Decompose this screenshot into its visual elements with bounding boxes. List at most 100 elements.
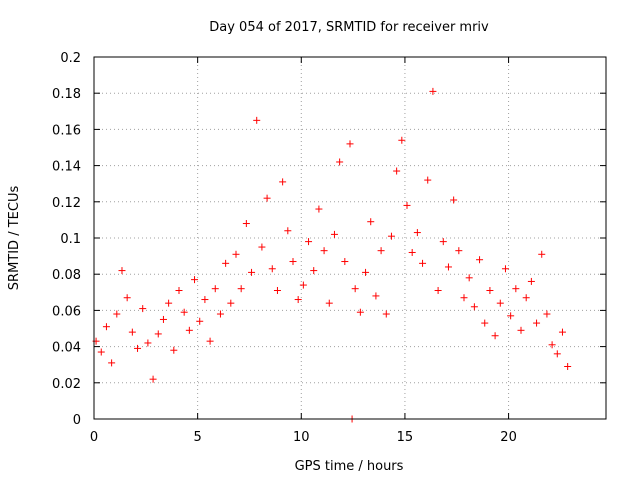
data-point	[154, 330, 162, 338]
data-point	[533, 319, 541, 327]
data-point	[232, 250, 240, 258]
y-tick-label: 0.02	[52, 377, 81, 392]
data-point	[393, 167, 401, 175]
data-point	[102, 323, 110, 331]
data-point	[134, 344, 142, 352]
data-point	[216, 310, 224, 318]
data-point	[356, 308, 364, 316]
data-point	[279, 178, 287, 186]
data-point	[299, 281, 307, 289]
data-point	[507, 312, 515, 320]
data-point	[211, 285, 219, 293]
data-point	[310, 267, 318, 275]
y-tick-label: 0.14	[52, 160, 81, 175]
data-point	[237, 285, 245, 293]
data-point	[206, 337, 214, 345]
data-point	[320, 247, 328, 255]
y-tick-label: 0.16	[52, 123, 81, 138]
y-tick-label: 0.08	[52, 268, 81, 283]
data-point	[543, 310, 551, 318]
data-point	[527, 277, 535, 285]
data-point	[398, 136, 406, 144]
data-point	[97, 348, 105, 356]
data-point	[408, 248, 416, 256]
data-point	[305, 238, 313, 246]
data-points	[92, 87, 572, 423]
data-point	[372, 292, 380, 300]
data-point	[522, 294, 530, 302]
data-point	[434, 286, 442, 294]
data-point	[315, 205, 323, 213]
y-axis-label: SRMTID / TECUs	[7, 186, 22, 291]
data-point	[413, 229, 421, 237]
data-point	[118, 267, 126, 275]
data-point	[284, 227, 292, 235]
data-point	[346, 140, 354, 148]
axis-ticks	[93, 56, 606, 420]
data-point	[128, 328, 136, 336]
data-point	[382, 310, 390, 318]
x-tick-label: 10	[293, 430, 310, 445]
data-point	[196, 317, 204, 325]
data-point	[289, 258, 297, 266]
data-point	[470, 303, 478, 311]
data-point	[496, 299, 504, 307]
data-point	[170, 346, 178, 354]
data-point	[403, 201, 411, 209]
data-point	[258, 243, 266, 251]
data-point	[564, 363, 572, 371]
data-point	[165, 299, 173, 307]
data-point	[191, 276, 199, 284]
x-tick-label: 0	[90, 430, 98, 445]
x-tick-label: 15	[397, 430, 414, 445]
y-tick-label: 0.2	[60, 51, 81, 66]
data-point	[180, 308, 188, 316]
data-point	[175, 286, 183, 294]
data-point	[491, 332, 499, 340]
data-point	[512, 285, 520, 293]
x-axis-label: GPS time / hours	[295, 459, 404, 474]
data-point	[227, 299, 235, 307]
data-point	[419, 259, 427, 267]
data-point	[144, 339, 152, 347]
data-point	[351, 285, 359, 293]
y-tick-label: 0	[73, 413, 81, 428]
data-point	[481, 319, 489, 327]
data-point	[185, 326, 193, 334]
data-point	[273, 286, 281, 294]
y-tick-label: 0.04	[52, 341, 81, 356]
data-point	[476, 256, 484, 264]
data-point	[367, 218, 375, 226]
data-point	[341, 258, 349, 266]
data-point	[558, 328, 566, 336]
data-point	[460, 294, 468, 302]
data-point	[108, 359, 116, 367]
data-point	[538, 250, 546, 258]
data-point	[123, 294, 131, 302]
data-point	[263, 194, 271, 202]
y-tick-label: 0.18	[52, 87, 81, 102]
data-point	[377, 247, 385, 255]
data-point	[222, 259, 230, 267]
x-tick-label: 5	[194, 430, 202, 445]
data-point	[294, 296, 302, 304]
data-point	[325, 299, 333, 307]
data-point	[159, 315, 167, 323]
data-point	[444, 263, 452, 271]
data-point	[486, 286, 494, 294]
data-point	[439, 238, 447, 246]
data-point	[517, 326, 525, 334]
y-tick-label: 0.12	[52, 196, 81, 211]
x-tick-label: 20	[500, 430, 517, 445]
x-tick-labels: 0 5 10 15 20	[90, 430, 517, 445]
data-point	[336, 158, 344, 166]
data-point	[362, 268, 370, 276]
data-point	[201, 296, 209, 304]
data-point	[465, 274, 473, 282]
data-point	[450, 196, 458, 204]
data-point	[253, 116, 261, 124]
data-point	[139, 305, 147, 313]
grid-lines	[94, 57, 606, 419]
y-tick-label: 0.1	[60, 232, 81, 247]
